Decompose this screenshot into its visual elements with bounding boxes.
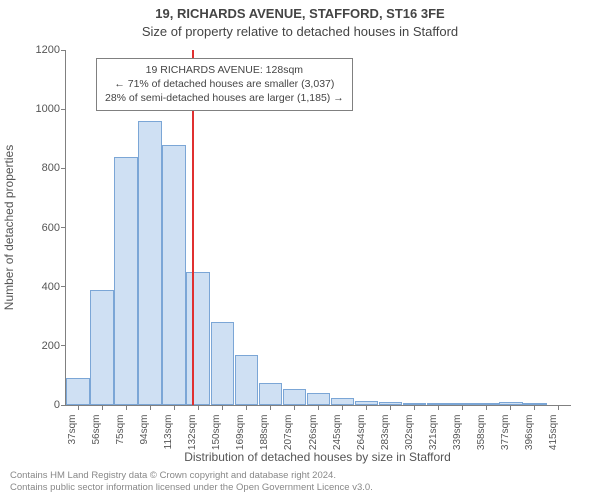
histogram-bar [235,355,259,405]
histogram-bar [162,145,186,405]
xtick-mark [198,405,199,410]
x-axis-label: Distribution of detached houses by size … [65,450,570,464]
xtick-mark [78,405,79,410]
xtick-label: 283sqm [380,415,391,455]
histogram-bar [211,322,235,405]
ytick-label: 200 [20,340,60,352]
histogram-bar [186,272,210,405]
histogram-bar [66,378,90,405]
ytick-label: 1000 [20,103,60,115]
xtick-label: 377sqm [500,415,511,455]
xtick-label: 321sqm [428,415,439,455]
xtick-label: 188sqm [259,415,270,455]
xtick-mark [366,405,367,410]
histogram-bar [138,121,162,405]
xtick-label: 339sqm [452,415,463,455]
chart-title-description: Size of property relative to detached ho… [0,24,600,39]
histogram-bar [283,389,307,405]
xtick-label: 37sqm [67,415,78,455]
histogram-bar [331,398,355,405]
ytick-label: 0 [20,399,60,411]
xtick-label: 113sqm [163,415,174,455]
chart-title-address: 19, RICHARDS AVENUE, STAFFORD, ST16 3FE [0,6,600,21]
xtick-label: 150sqm [211,415,222,455]
xtick-mark [390,405,391,410]
attribution-line2: Contains public sector information licen… [10,482,373,494]
ytick-mark [61,345,66,346]
chart-container: 19, RICHARDS AVENUE, STAFFORD, ST16 3FE … [0,0,600,500]
ytick-label: 400 [20,281,60,293]
xtick-label: 358sqm [476,415,487,455]
xtick-mark [414,405,415,410]
xtick-mark [558,405,559,410]
ytick-mark [61,50,66,51]
xtick-label: 245sqm [332,415,343,455]
xtick-label: 169sqm [235,415,246,455]
ytick-label: 800 [20,162,60,174]
xtick-mark [126,405,127,410]
info-box-line: ← 71% of detached houses are smaller (3,… [105,77,344,91]
xtick-mark [150,405,151,410]
xtick-mark [438,405,439,410]
xtick-label: 132sqm [187,415,198,455]
xtick-label: 207sqm [283,415,294,455]
attribution-line1: Contains HM Land Registry data © Crown c… [10,470,373,482]
attribution-text: Contains HM Land Registry data © Crown c… [10,470,373,494]
plot-area: 02004006008001000120037sqm56sqm75sqm94sq… [65,50,571,406]
xtick-label: 94sqm [139,415,150,455]
xtick-mark [270,405,271,410]
ytick-mark [61,109,66,110]
histogram-bar [259,383,283,405]
y-axis-label: Number of detached properties [2,50,22,405]
xtick-mark [174,405,175,410]
xtick-label: 396sqm [524,415,535,455]
info-box-line: 28% of semi-detached houses are larger (… [105,91,344,105]
xtick-mark [318,405,319,410]
info-box-line: 19 RICHARDS AVENUE: 128sqm [105,63,344,77]
xtick-label: 56sqm [91,415,102,455]
xtick-mark [342,405,343,410]
xtick-mark [102,405,103,410]
ytick-label: 1200 [20,44,60,56]
histogram-bar [90,290,114,405]
xtick-label: 264sqm [356,415,367,455]
xtick-label: 75sqm [115,415,126,455]
histogram-bar [307,393,331,405]
info-box: 19 RICHARDS AVENUE: 128sqm← 71% of detac… [96,58,353,111]
xtick-mark [246,405,247,410]
ytick-mark [61,168,66,169]
xtick-mark [510,405,511,410]
xtick-mark [534,405,535,410]
xtick-mark [294,405,295,410]
xtick-mark [462,405,463,410]
xtick-mark [222,405,223,410]
ytick-mark [61,227,66,228]
xtick-label: 302sqm [404,415,415,455]
xtick-mark [486,405,487,410]
xtick-label: 415sqm [548,415,559,455]
ytick-label: 600 [20,222,60,234]
ytick-mark [61,286,66,287]
xtick-label: 226sqm [308,415,319,455]
histogram-bar [114,157,138,406]
